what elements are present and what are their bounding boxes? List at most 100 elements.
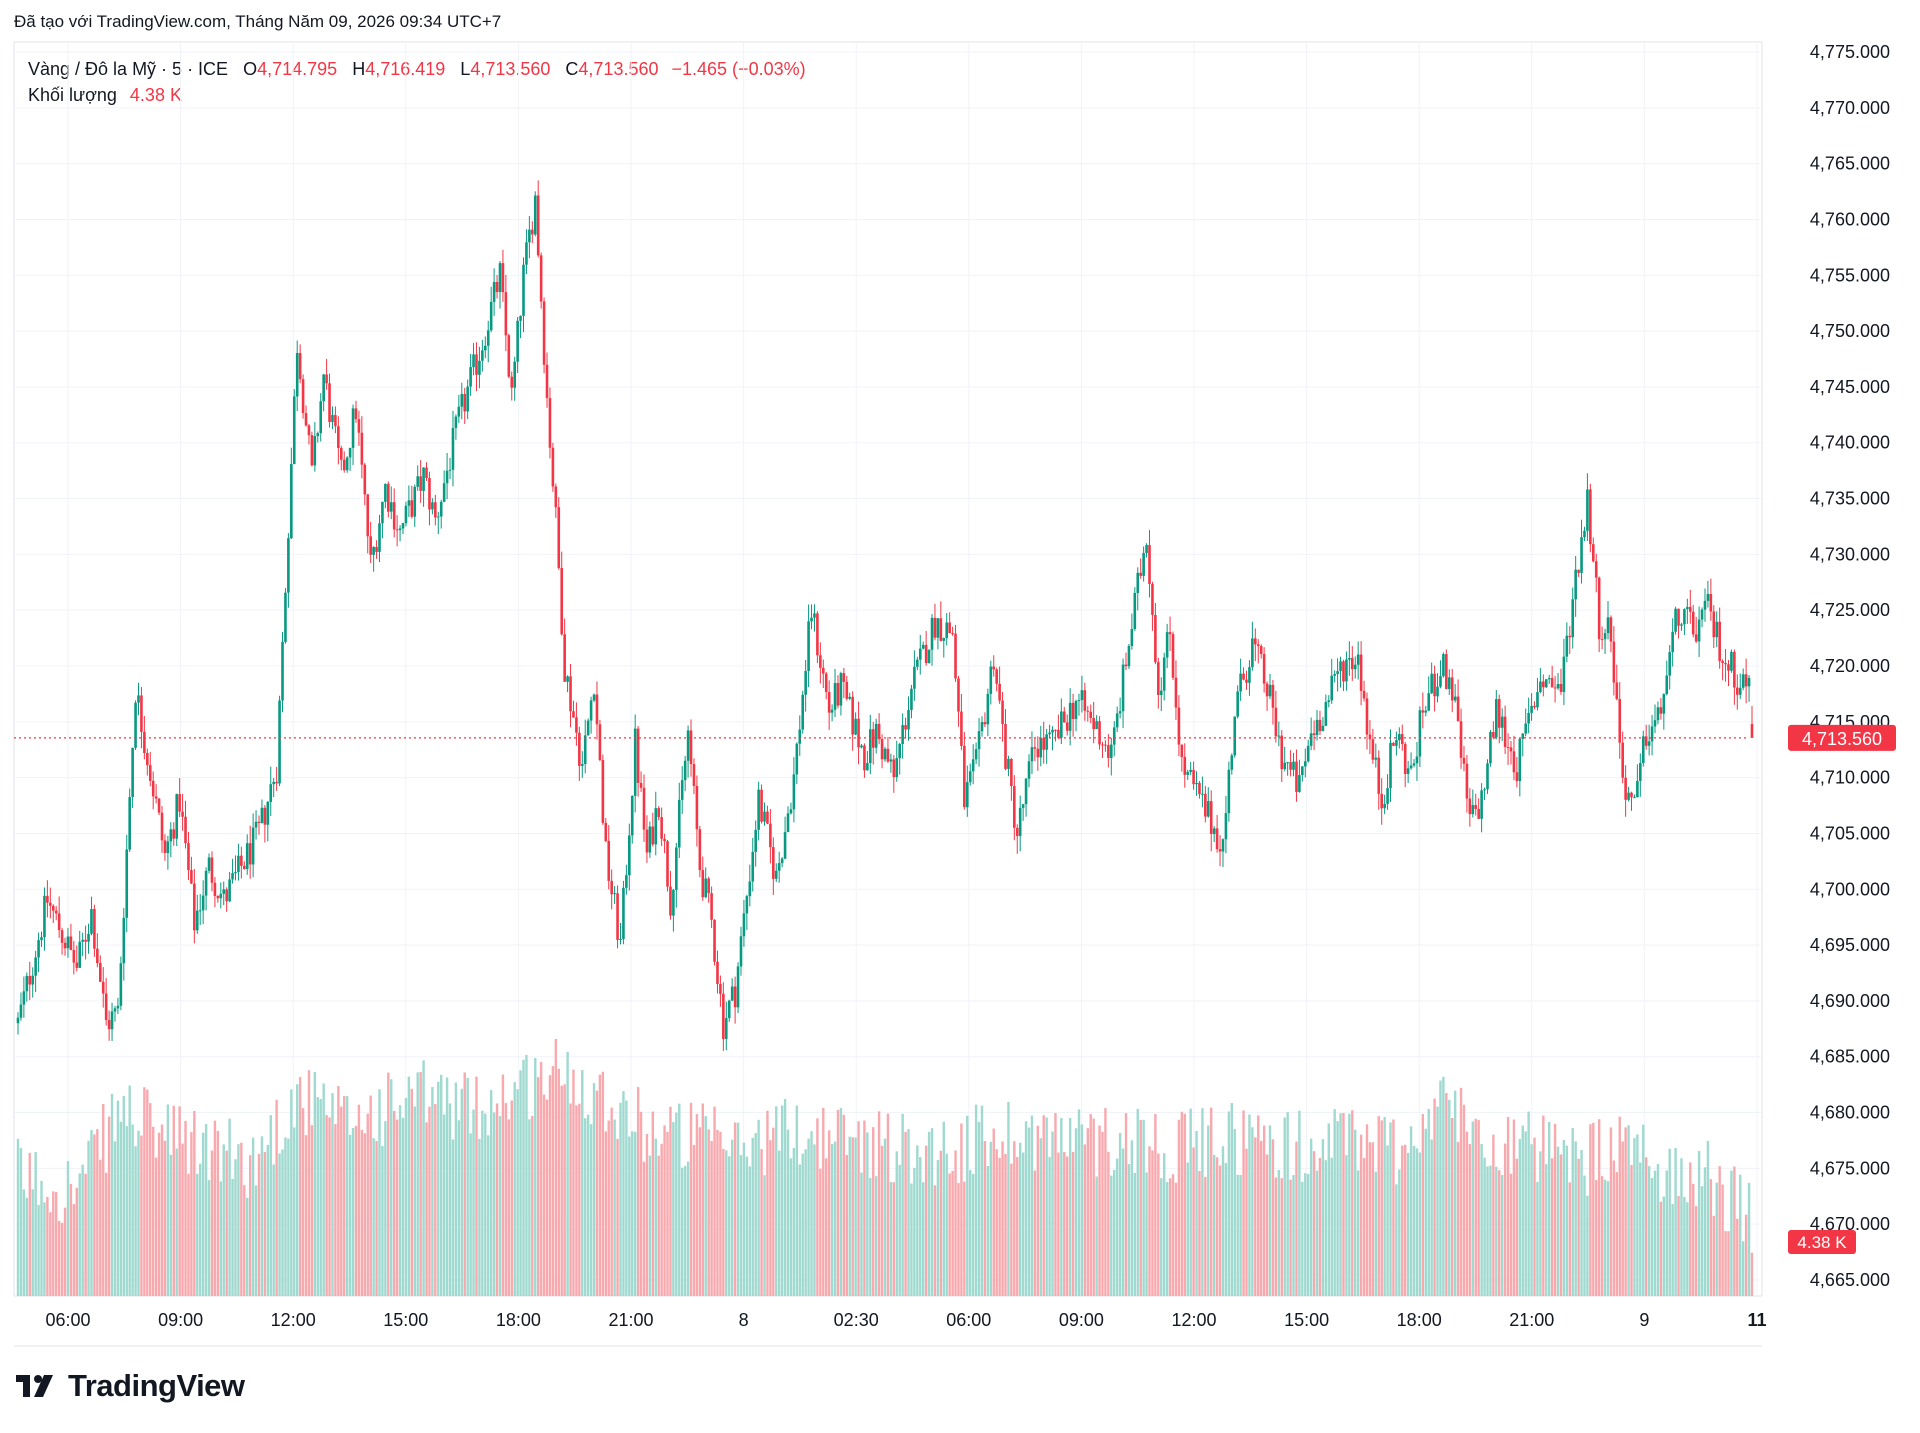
volume-bar <box>1736 1218 1739 1296</box>
candle-body <box>1112 727 1116 745</box>
candle-body <box>1162 657 1166 691</box>
candle-body <box>1730 651 1733 671</box>
volume-bar <box>495 1103 499 1296</box>
volume-bar <box>287 1138 290 1296</box>
x-tick-label: 09:00 <box>158 1310 203 1330</box>
volume-bar <box>93 1134 96 1296</box>
volume-bar <box>1071 1151 1075 1296</box>
candle-body <box>1577 569 1580 573</box>
volume-bar <box>310 1125 314 1296</box>
candle-body <box>580 764 584 766</box>
volume-bar <box>348 1134 352 1296</box>
volume-bar <box>1503 1143 1507 1296</box>
candle-body <box>1192 769 1195 785</box>
candle-body <box>995 669 998 684</box>
candle-body <box>1277 735 1281 737</box>
symbol-name[interactable]: Vàng / Đô la Mỹ · 5 · ICE <box>28 59 229 79</box>
candle-body <box>104 993 108 1020</box>
volume-bar <box>1697 1151 1701 1296</box>
volume-bar <box>666 1131 669 1296</box>
y-tick-label: 4,755.000 <box>1810 265 1890 285</box>
candle-body <box>137 695 140 703</box>
volume-bar <box>1430 1139 1433 1296</box>
tradingview-logo[interactable]: TradingView <box>16 1368 245 1404</box>
volume-bar <box>498 1116 502 1296</box>
volume-bar <box>1674 1148 1677 1296</box>
volume-bar <box>1066 1156 1069 1296</box>
candle-body <box>140 695 143 732</box>
candle-body <box>354 408 358 420</box>
y-tick-label: 4,675.000 <box>1810 1158 1890 1178</box>
candle-body <box>539 255 543 302</box>
volume-bar <box>1230 1102 1233 1296</box>
volume-bar <box>1301 1181 1304 1296</box>
candle-body <box>572 711 575 718</box>
candle-body <box>557 507 561 568</box>
volume-bar <box>269 1115 272 1296</box>
candle-body <box>275 781 278 784</box>
candle-body <box>1254 638 1257 645</box>
candle-body <box>434 502 437 518</box>
candle-body <box>1209 801 1213 834</box>
candle-body <box>719 984 722 994</box>
volume-bar <box>1495 1166 1498 1296</box>
volume-bar <box>1248 1114 1251 1296</box>
volume-bar <box>895 1151 898 1296</box>
candle-body <box>848 696 852 699</box>
volume-bar <box>1621 1141 1624 1296</box>
candle-body <box>375 547 378 552</box>
volume-bar <box>43 1202 46 1296</box>
volume-bar <box>266 1144 270 1296</box>
volume-bar <box>601 1071 605 1296</box>
volume-bar <box>181 1143 184 1296</box>
volume-label[interactable]: Khối lượng <box>28 85 117 105</box>
candle-body <box>460 394 464 407</box>
candle-body <box>1177 707 1181 745</box>
candle-body <box>672 889 675 916</box>
volume-bar <box>542 1094 546 1296</box>
candle-body <box>25 975 29 992</box>
volume-bar <box>830 1144 834 1296</box>
candle-body <box>616 893 619 940</box>
volume-bar <box>1733 1166 1736 1296</box>
candle-body <box>1368 734 1372 740</box>
candle-body <box>284 592 287 643</box>
volume-bar <box>1389 1122 1392 1296</box>
volume-bar <box>1362 1158 1366 1296</box>
volume-bar <box>1644 1157 1648 1296</box>
candle-body <box>1151 584 1154 615</box>
volume-bar <box>369 1095 372 1296</box>
volume-bar <box>1600 1176 1604 1296</box>
candle-body <box>310 435 314 466</box>
candle-body <box>495 281 499 293</box>
volume-bar <box>628 1136 631 1296</box>
candle-body <box>410 500 414 517</box>
volume-bar <box>777 1150 781 1296</box>
volume-bar <box>924 1145 928 1296</box>
candle-body <box>1107 745 1110 758</box>
volume-bar <box>384 1121 387 1296</box>
candle-body <box>481 350 484 361</box>
volume-bar <box>1286 1112 1289 1296</box>
candle-body <box>1559 683 1563 692</box>
volume-bar <box>1024 1121 1028 1296</box>
candle-body <box>240 855 243 866</box>
y-tick-label: 4,695.000 <box>1810 935 1890 955</box>
candle-body <box>1071 702 1075 720</box>
volume-bar <box>863 1120 866 1296</box>
candle-body <box>1506 746 1510 748</box>
volume-bar <box>995 1149 998 1296</box>
volume-bar <box>707 1129 710 1296</box>
candle-body <box>654 808 658 845</box>
volume-bar <box>357 1104 361 1296</box>
volume-bar <box>998 1157 1001 1296</box>
candle-body <box>898 743 901 759</box>
volume-bar <box>1356 1170 1360 1296</box>
volume-bar <box>1577 1158 1580 1296</box>
volume-bar <box>151 1126 155 1296</box>
volume-bar <box>548 1075 552 1296</box>
candle-body <box>1615 682 1619 700</box>
volume-bar <box>992 1128 995 1296</box>
candle-body <box>998 683 1001 701</box>
